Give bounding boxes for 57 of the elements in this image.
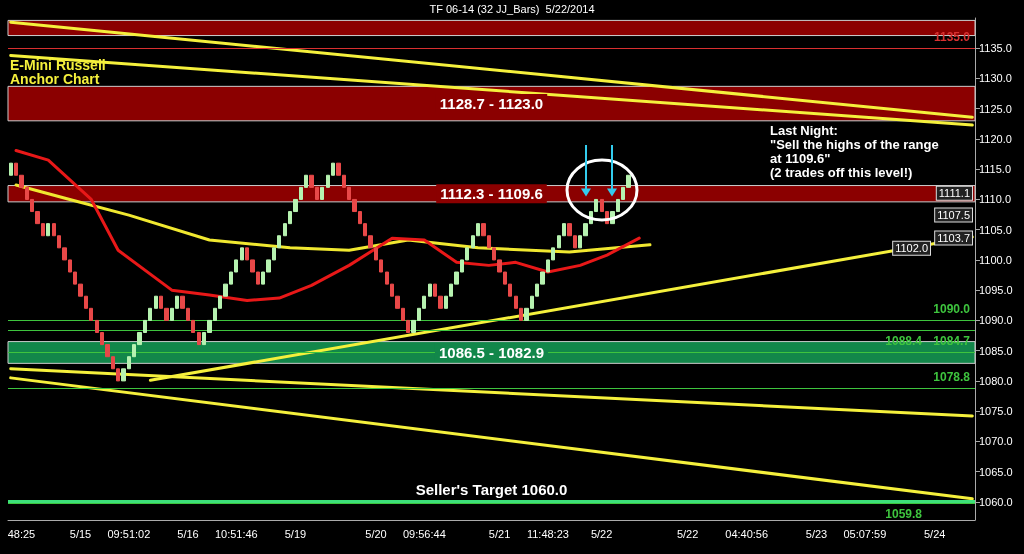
y-tick-label: 1100.0 [979,253,1012,266]
x-tick-label: 5/16 [177,527,199,540]
y-tick-label: 1130.0 [979,72,1012,85]
band-label: 1112.3 - 1109.6 [440,185,543,203]
band-label: 1086.5 - 1082.9 [438,343,545,361]
ref-line-label: 1088.4 [885,334,923,349]
y-tick-label: 1060.0 [979,495,1013,508]
y-tick-label: 1105.0 [979,223,1012,236]
candlestick [197,332,201,346]
annotation: Last Night: "Sell the highs of the range at 1109.6" (2 trades off this level!) [770,122,939,180]
y-tick-label: 1070.0 [979,435,1013,448]
x-tick-label: 09:56:44 [402,527,446,540]
candlestick [9,162,13,176]
y-tick-label: 1075.0 [979,405,1013,418]
band-label: 1128.7 - 1123.0 [439,95,544,113]
x-tick-label: 5/23 [805,527,828,540]
text: E-Mini Russell Anchor Chart [10,57,106,87]
line-series [14,183,652,254]
x-tick-label: 5/15 [69,527,92,540]
line-series [14,148,641,302]
annotation: 1111.1 [938,187,971,200]
x-tick-label: 04:40:56 [725,527,769,540]
x-tick-label: 5/24 [924,527,946,540]
chart-title: TF 06-14 (32 JJ_Bars) 5/22/2014 [429,2,595,15]
ref-line-label: 1090.0 [933,302,971,317]
candlestick [320,186,324,200]
x-tick-label: 5/22 [676,527,699,540]
y-tick-label: 1110.0 [979,193,1012,206]
y-tick-label: 1125.0 [979,102,1012,115]
y-tick-label: 1115.0 [979,163,1012,176]
y-tick-label: 1095.0 [979,284,1013,297]
x-tick-label: 10:51:46 [214,527,258,540]
ref-line-label: Seller's Target 1060.0 [415,480,568,498]
y-tick-label: 1120.0 [979,132,1012,145]
x-tick-label: 5/19 [284,527,307,540]
candlestick [240,247,244,261]
annotation: 1103.7 [937,232,970,245]
x-tick-label: 09:51:02 [107,527,151,540]
annotation: 1102.0 [895,242,928,255]
y-tick-label: 1085.0 [979,344,1013,357]
candlestick [428,283,432,297]
candlestick [46,223,50,237]
x-tick-label: 5/22 [590,527,613,540]
annotation: 1107.5 [937,209,970,222]
ref-line-label: 1084.7 [933,334,971,349]
y-tick-label: 1065.0 [979,465,1013,478]
y-tick-label: 1135.0 [979,42,1012,55]
ref-line-label: 1059.8 [885,507,923,522]
y-tick-label: 1080.0 [979,374,1013,387]
candlestick [154,295,158,309]
ref-line-label: 1078.8 [933,370,971,385]
x-tick-label: 48:25 [7,527,36,540]
x-tick-label: 05:07:59 [843,527,887,540]
x-tick-label: 5/20 [365,527,387,540]
x-tick-label: 11:48:23 [526,527,569,540]
x-tick-label: 5/21 [488,527,511,540]
y-tick-label: 1090.0 [979,314,1013,327]
